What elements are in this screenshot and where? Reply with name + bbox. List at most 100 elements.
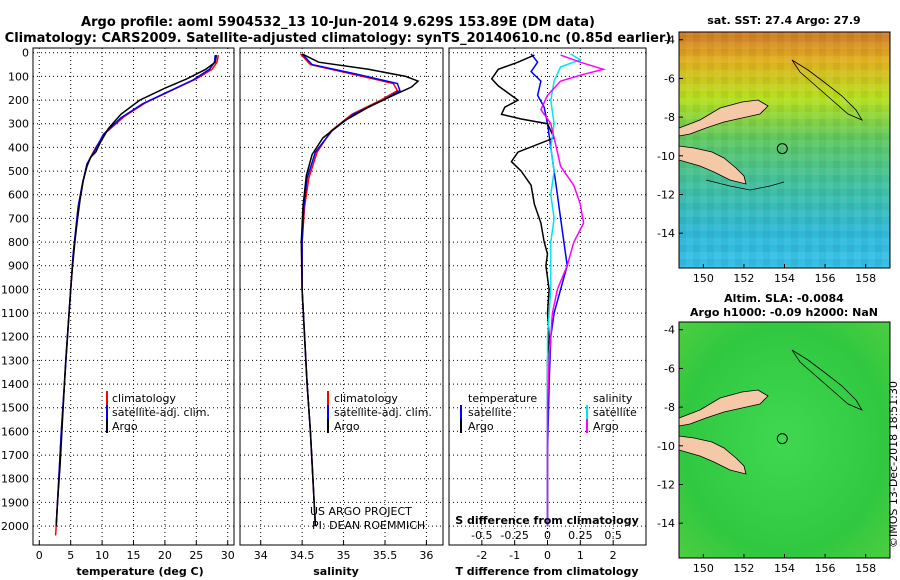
depth-tick-label: 200 [8,94,29,107]
sst-field-texture [679,32,890,268]
map-lon-label: 156 [815,272,836,285]
x-tick-label: 0 [36,549,43,562]
s-tick-label: 0.5 [604,529,622,542]
sst-map-panel: sat. SST: 27.4 Argo: 27.9 -4 -6 -8 -10 -12 -1… [657,14,891,285]
depth-tick-label: 0 [22,47,29,60]
depth-tick-label: 900 [8,260,29,273]
map-lon-label: 154 [774,272,795,285]
map-lat-label: -12 [657,478,675,491]
sst-argo-location-marker [776,143,788,155]
map-lat-label: -14 [657,227,675,240]
map-lon-label: 156 [815,562,836,575]
series-line-satellite-adj-clim- [55,55,216,527]
map-lat-label: -6 [664,362,675,375]
series-line-s-sat [546,53,583,527]
pi-annotation: PI: DEAN ROEMMICH [312,519,425,532]
depth-tick-label: 500 [8,165,29,178]
depth-tick-label: 1500 [1,402,29,415]
s-tick-label: -0.25 [500,529,528,542]
map-lat-label: -10 [657,440,675,453]
salinity-legend: climatology satellite-adj. clim. Argo [327,391,432,433]
sla-field [679,322,890,558]
depth-tick-label: 600 [8,189,29,202]
map-lat-label: -4 [664,34,675,47]
series-line-climatology [54,54,220,536]
x-tick-label: 34 [254,549,268,562]
depth-tick-label: 1100 [1,307,29,320]
sla-map-subtitle: Argo h1000: -0.09 h2000: NaN [690,306,878,319]
depth-tick-label: 300 [8,118,29,131]
depth-tick-label: 100 [8,70,29,83]
temperature-xlabel: temperature (deg C) [76,565,203,578]
depth-tick-label: 800 [8,236,29,249]
depth-tick-label: 2000 [1,520,29,533]
salinity-panel: 34 34.5 35 35.5 36 salinity climatology sate… [239,47,444,578]
sla-land-newguinea [678,389,769,427]
depth-tick-label: 1200 [1,331,29,344]
x-tick-label: 34.5 [290,549,315,562]
sst-land-newguinea [678,99,769,137]
s-tick-label: 0.25 [568,529,593,542]
map-lat-label: -14 [657,517,675,530]
x-tick-label: 5 [67,549,74,562]
imos-footer-stamp: ©IMOS 13-Dec-2018 18:51:30 [887,381,900,548]
depth-tick-label: 1700 [1,449,29,462]
sla-land-papua-tail [678,435,747,475]
title-line-2: Climatology: CARS2009. Satellite-adjuste… [5,31,672,46]
map-lat-label: -8 [664,401,675,414]
map-lat-label: -8 [664,111,675,124]
x-tick-label: 1 [577,549,584,562]
legend-satellite-label: satellite-adj. clim. [334,406,432,419]
map-lon-label: 158 [855,272,876,285]
legend-t-argo-label: Argo [468,420,494,433]
map-lat-label: -12 [657,188,675,201]
difference-legend: temperature salinity satellite Argo sate… [460,392,637,433]
x-tick-label: 36 [419,549,433,562]
s-tick-label: -0.5 [471,529,492,542]
legend-s-argo-label: Argo [593,420,619,433]
depth-tick-label: 1000 [1,283,29,296]
legend-t-satellite-label: satellite [468,406,512,419]
legend-salinity-title: salinity [593,392,633,405]
title-line-1: Argo profile: aoml 5904532_13 10-Jun-201… [81,15,595,30]
sla-argo-location-marker [776,433,788,445]
depth-tick-label: 1900 [1,496,29,509]
temperature-axes-frame [32,47,235,546]
x-tick-label: 35 [337,549,351,562]
map-lon-label: 152 [733,272,754,285]
temperature-panel: 0100200300400500600700800900100011001200… [1,47,235,578]
map-lon-label: 150 [693,272,714,285]
map-lon-label: 154 [774,562,795,575]
sst-land-papua-tail [678,145,747,185]
depth-tick-label: 1600 [1,425,29,438]
legend-satellite-label: satellite-adj. clim. [112,406,210,419]
x-tick-label: 15 [127,549,141,562]
map-lon-label: 150 [693,562,714,575]
salinity-axes-frame [239,47,444,546]
legend-temperature-title: temperature [468,392,537,405]
series-line-argo [55,54,218,527]
legend-argo-label: Argo [334,420,360,433]
legend-climatology-label: climatology [334,392,398,405]
series-line-argo [300,53,420,527]
depth-tick-label: 400 [8,141,29,154]
map-lat-label: -6 [664,72,675,85]
x-tick-label: 10 [95,549,109,562]
legend-climatology-label: climatology [112,392,176,405]
difference-axes-frame [448,47,647,546]
depth-tick-label: 1300 [1,354,29,367]
sla-land-solomons [791,349,863,411]
series-line-s-argo [540,54,607,527]
difference-xlabel: T difference from climatology [455,565,638,578]
difference-panel: -2 -1 0 1 2 -0.5 -0.25 0 0.25 0.5 T difference f… [448,47,647,578]
sla-map-title: Altim. SLA: -0.0084 [724,292,844,305]
legend-argo-label: Argo [112,420,138,433]
map-lon-label: 152 [733,562,754,575]
sst-land-islands [705,179,785,191]
depth-tick-label: 1800 [1,473,29,486]
x-tick-label: 0 [544,549,551,562]
map-lon-label: 158 [855,562,876,575]
x-tick-label: 20 [158,549,172,562]
x-tick-label: 25 [189,549,203,562]
